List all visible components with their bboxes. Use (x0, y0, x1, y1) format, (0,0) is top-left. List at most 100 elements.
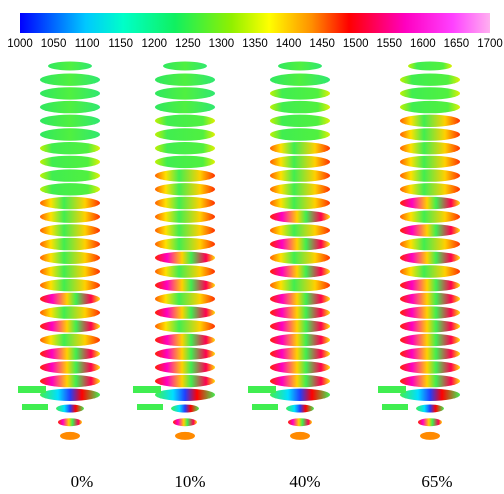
contour-slice (270, 100, 330, 114)
contour-slice (270, 265, 330, 278)
inlet-pipe (382, 404, 408, 410)
contour-slice (155, 265, 215, 278)
contour-slice (40, 279, 100, 292)
contour-slice (286, 404, 314, 413)
contour-slice (40, 374, 100, 388)
contour-slice (155, 388, 215, 401)
contour-slice (270, 279, 330, 292)
contour-slice (400, 333, 460, 347)
contour-slice (56, 404, 84, 413)
contour-slice (155, 100, 215, 114)
inlet-pipe (252, 404, 278, 410)
colorbar-tick-label: 1000 (7, 38, 33, 50)
colorbar-tick-label: 1500 (343, 38, 369, 50)
contour-slice (40, 224, 100, 237)
contour-slice (155, 237, 215, 251)
inlet-pipe (137, 404, 163, 410)
contour-slice (420, 431, 440, 440)
contour-slice (400, 155, 460, 169)
contour-slice (155, 333, 215, 347)
contour-slice (155, 347, 215, 360)
contour-slice (400, 306, 460, 319)
contour-slice (270, 183, 330, 196)
contour-slice (400, 114, 460, 128)
contour-slice (400, 87, 460, 100)
contour-slice (40, 237, 100, 251)
colorbar-tick-label: 1350 (242, 38, 268, 50)
contour-slice (155, 374, 215, 388)
contour-slice (288, 418, 312, 427)
contour-slice (270, 251, 330, 264)
contour-slice (278, 61, 322, 71)
colorbar-tick-label: 1150 (108, 38, 133, 50)
contour-slice (155, 128, 215, 141)
colorbar-tick-label: 1550 (376, 38, 402, 50)
contour-slice (400, 196, 460, 210)
inlet-pipe (133, 386, 161, 393)
contour-slice (270, 347, 330, 360)
contour-slice (155, 183, 215, 196)
contour-slice (270, 320, 330, 333)
contour-slice (270, 155, 330, 169)
contour-slice (155, 306, 215, 319)
contour-slice (40, 347, 100, 360)
panel-label: 65% (421, 472, 452, 491)
colorbar-tick-label: 1650 (444, 38, 470, 50)
contour-slice (40, 320, 100, 333)
contour-slice (408, 61, 452, 71)
contour-slice (40, 361, 100, 374)
contour-slice (40, 196, 100, 210)
contour-slice (40, 388, 100, 401)
panel-label: 10% (174, 472, 205, 491)
panel-label: 0% (71, 472, 94, 491)
contour-slice (58, 418, 82, 427)
contour-slice (155, 87, 215, 100)
inlet-pipe (18, 386, 46, 393)
contour-slice (173, 418, 197, 427)
contour-slice (40, 142, 100, 155)
contour-slice (155, 292, 215, 306)
contour-slice (400, 237, 460, 251)
contour-slice (400, 279, 460, 292)
contour-slice (40, 73, 100, 86)
contour-slice (416, 404, 444, 413)
contour-slice (400, 73, 460, 86)
contour-slice (400, 251, 460, 264)
inlet-pipe (248, 386, 276, 393)
contour-slice (400, 374, 460, 388)
contour-slice (400, 169, 460, 182)
contour-slice (270, 374, 330, 388)
contour-slice (155, 169, 215, 182)
contour-slice (270, 169, 330, 182)
contour-slice (40, 169, 100, 182)
contour-slice (155, 155, 215, 169)
contour-slice (270, 333, 330, 347)
inlet-pipe (22, 404, 48, 410)
contour-slice (270, 361, 330, 374)
colorbar-tick-label: 1700 (477, 38, 503, 50)
panel-label: 40% (289, 472, 320, 491)
contour-slice (400, 224, 460, 237)
contour-slice (40, 87, 100, 100)
contour-slice (155, 251, 215, 264)
colorbar-tick-label: 1200 (141, 38, 167, 50)
contour-slice (270, 292, 330, 306)
contour-slice (155, 210, 215, 223)
contour-slice (270, 128, 330, 141)
contour-slice (175, 431, 195, 440)
contour-slice (270, 87, 330, 100)
contour-slice (40, 128, 100, 141)
colorbar-tick-label: 1400 (276, 38, 302, 50)
contour-slice (40, 306, 100, 319)
contour-slice (155, 224, 215, 237)
contour-slice (290, 431, 310, 440)
contour-slice (155, 320, 215, 333)
colorbar (20, 13, 490, 33)
contour-slice (400, 210, 460, 223)
contour-slice (40, 292, 100, 306)
contour-slice (400, 100, 460, 114)
contour-slice (400, 128, 460, 141)
contour-slice (400, 292, 460, 306)
colorbar-tick-label: 1250 (175, 38, 201, 50)
